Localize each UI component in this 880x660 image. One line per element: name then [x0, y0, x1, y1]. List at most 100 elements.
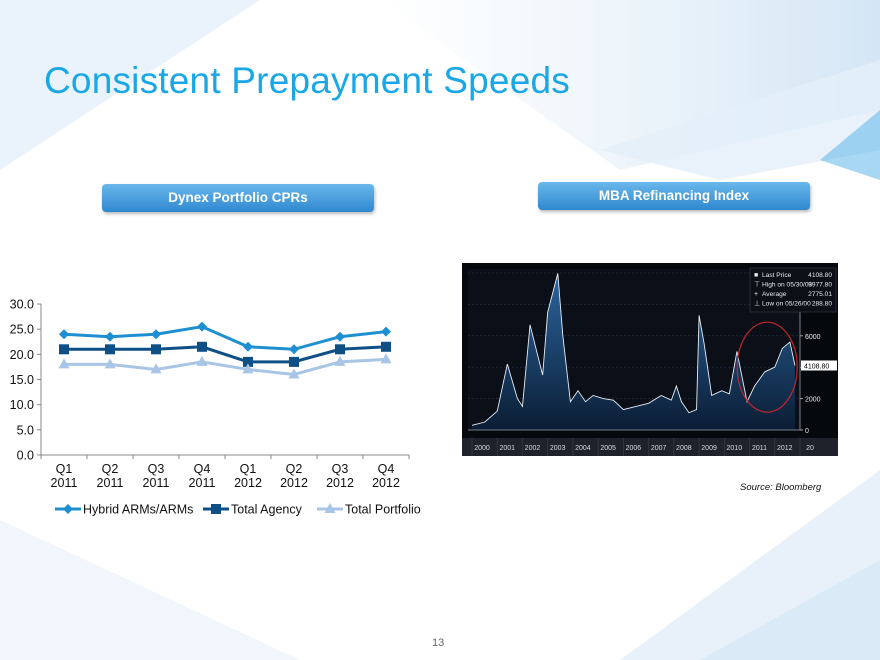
legend-marker-total-agency — [211, 504, 221, 514]
x-tick-label: 2001 — [499, 445, 515, 452]
y-tick-label: 30.0 — [10, 298, 34, 312]
legend-label: Average — [762, 291, 787, 298]
x-tick-label: 2006 — [626, 445, 642, 452]
legend-label-total-agency: Total Agency — [231, 503, 303, 517]
data-point-total-agency — [335, 344, 345, 355]
highlight-circle — [736, 321, 798, 413]
legend-symbol: ■ — [754, 272, 758, 279]
x-tick-label: 2009 — [701, 445, 717, 452]
data-point-hybrid-arms-arms — [381, 326, 391, 337]
data-point-total-agency — [243, 356, 253, 367]
legend-label: Low on 05/26/00 — [762, 301, 811, 308]
legend-label: Last Price — [762, 272, 792, 279]
data-point-hybrid-arms-arms — [243, 341, 253, 352]
mba-index-header: MBA Refinancing Index — [538, 182, 810, 210]
x-tick-year-label: 2012 — [280, 476, 308, 490]
index-area — [472, 273, 795, 430]
legend-value: 9977.80 — [808, 282, 832, 289]
series-line-total-agency — [64, 345, 387, 364]
data-point-hybrid-arms-arms — [151, 329, 161, 340]
index-line — [471, 273, 796, 426]
x-tick-label: 2005 — [600, 445, 616, 452]
legend-symbol: ⊤ — [754, 282, 760, 289]
x-tick-label: 2012 — [777, 445, 793, 452]
x-tick-label: Q3 — [148, 462, 165, 476]
x-axis-band — [462, 438, 838, 456]
current-value-tag — [801, 360, 837, 371]
x-tick-label: 2004 — [575, 445, 591, 452]
data-point-hybrid-arms-arms — [59, 329, 69, 340]
y-tick-label: 0 — [805, 428, 809, 435]
data-point-total-portfolio — [196, 355, 208, 366]
x-tick-label: Q2 — [286, 462, 303, 476]
data-point-total-portfolio — [104, 358, 116, 369]
x-tick-label: Q4 — [378, 462, 395, 476]
data-point-total-agency — [105, 344, 115, 355]
legend-label-total-portfolio: Total Portfolio — [345, 503, 421, 517]
x-tick-label: 20 — [806, 445, 814, 452]
data-point-hybrid-arms-arms — [289, 344, 299, 355]
series-hybrid-arms-arms — [59, 321, 391, 355]
current-value-label: 4108.80 — [804, 363, 829, 370]
mba-refinancing-chart: 10000800060004000200004108.8020002001200… — [462, 263, 838, 456]
source-note: Source: Bloomberg — [740, 482, 822, 493]
data-point-total-portfolio — [150, 363, 162, 374]
x-tick-label: 2002 — [525, 445, 541, 452]
y-tick-label: 2000 — [805, 397, 821, 404]
legend-marker-hybrid-arms-arms — [63, 504, 73, 514]
slide-title: Consistent Prepayment Speeds — [44, 60, 570, 101]
x-tick-label: Q1 — [56, 462, 73, 476]
x-tick-label: Q1 — [240, 462, 257, 476]
x-tick-label: Q2 — [102, 462, 119, 476]
data-point-total-agency — [197, 341, 207, 352]
x-tick-label: 2003 — [550, 445, 566, 452]
y-tick-label: 10.0 — [10, 398, 34, 412]
x-tick-label: 2007 — [651, 445, 667, 452]
data-point-total-portfolio — [58, 358, 70, 369]
cpr-line-chart: 0.05.010.015.020.025.030.0Q12011Q22011Q3… — [10, 298, 421, 517]
data-point-total-agency — [289, 356, 299, 367]
x-tick-label: 2010 — [727, 445, 743, 452]
dynex-cpr-header: Dynex Portfolio CPRs — [102, 184, 374, 212]
data-point-total-portfolio — [334, 355, 346, 366]
page-number: 13 — [432, 637, 445, 649]
legend-value: 4108.80 — [808, 272, 832, 279]
legend-value: 288.80 — [812, 301, 833, 308]
data-point-total-agency — [151, 344, 161, 355]
data-point-hybrid-arms-arms — [335, 331, 345, 342]
x-tick-label: 2008 — [676, 445, 692, 452]
y-tick-label: 15.0 — [10, 373, 34, 387]
legend-marker-total-portfolio — [324, 503, 336, 513]
data-point-total-agency — [59, 344, 69, 355]
data-point-total-agency — [381, 341, 391, 352]
data-point-total-portfolio — [242, 363, 254, 374]
x-tick-year-label: 2011 — [97, 476, 124, 490]
y-tick-label: 25.0 — [10, 323, 34, 337]
legend-label-hybrid-arms-arms: Hybrid ARMs/ARMs — [83, 503, 193, 517]
x-tick-label: Q3 — [332, 462, 349, 476]
series-line-total-portfolio — [64, 357, 387, 376]
data-point-total-portfolio — [288, 368, 300, 379]
data-point-hybrid-arms-arms — [197, 321, 207, 332]
y-tick-label: 0.0 — [17, 449, 34, 463]
data-point-total-portfolio — [380, 353, 392, 364]
legend-box — [749, 267, 837, 313]
legend-symbol: ⊥ — [754, 301, 760, 308]
x-tick-year-label: 2012 — [372, 476, 400, 490]
x-tick-label: 2000 — [474, 445, 490, 452]
series-total-portfolio — [58, 353, 392, 379]
x-tick-year-label: 2012 — [234, 476, 262, 490]
x-tick-year-label: 2011 — [51, 476, 78, 490]
y-tick-label: 6000 — [805, 334, 821, 341]
series-line-hybrid-arms-arms — [63, 325, 387, 351]
legend-label: High on 05/30/03 — [762, 282, 813, 289]
y-tick-label: 5.0 — [17, 423, 34, 437]
x-tick-year-label: 2011 — [143, 476, 170, 490]
series-total-agency — [59, 341, 391, 367]
data-point-hybrid-arms-arms — [105, 331, 115, 342]
bloomberg-legend: ■ Last Price 4108.80 ⊤ High on 05/30/039977.… — [749, 267, 837, 313]
legend-value: 2775.01 — [808, 291, 832, 298]
y-tick-label: 20.0 — [10, 348, 34, 362]
legend-symbol: + — [754, 291, 758, 298]
x-tick-label: 2011 — [752, 445, 767, 452]
